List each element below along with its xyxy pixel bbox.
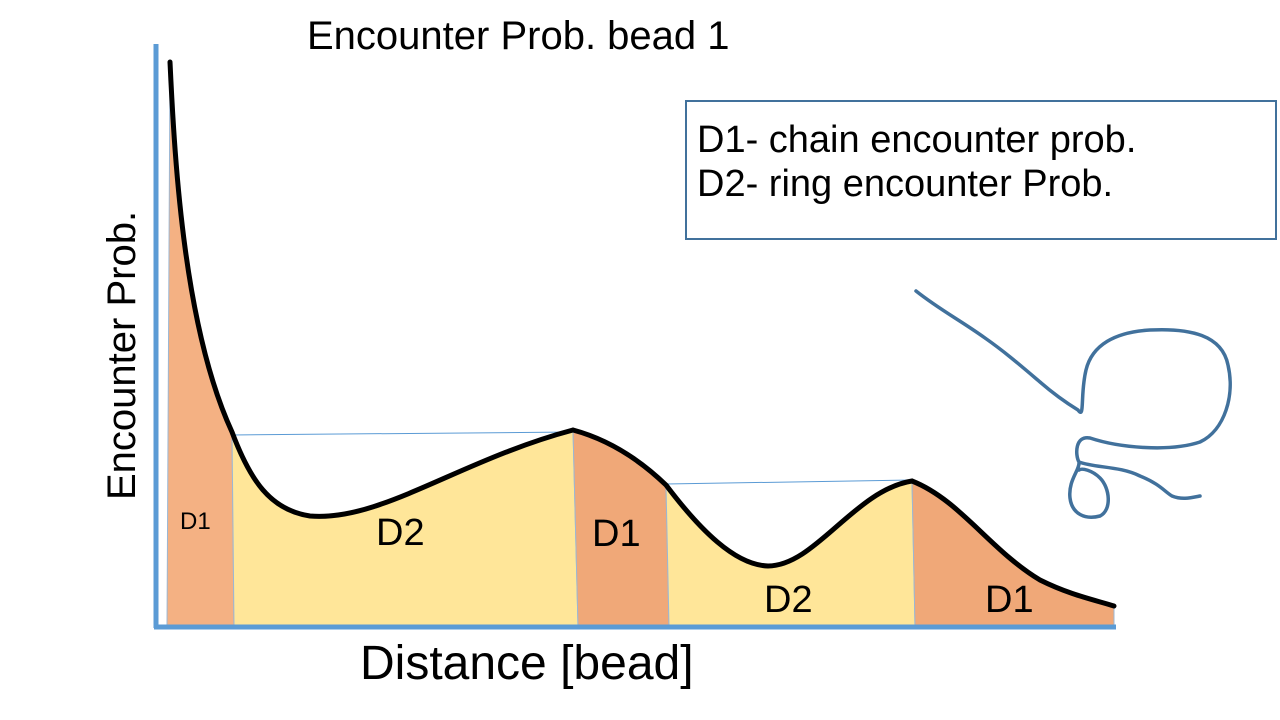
chart-title: Encounter Prob. bead 1 <box>307 14 730 58</box>
region-label-d1-1: D1 <box>180 508 211 535</box>
reference-line-2 <box>665 479 913 485</box>
region-label-d2-1: D2 <box>376 512 425 554</box>
reference-line-1 <box>231 431 574 436</box>
encounter-curve <box>167 59 1117 609</box>
legend-box: D1- chain encounter prob. D2- ring encou… <box>685 100 1277 240</box>
region-label-d2-2: D2 <box>764 579 813 621</box>
region-label-d1-2: D1 <box>592 513 641 555</box>
y-axis-label: Encounter Prob. <box>100 210 144 500</box>
chain-ring-sketch <box>914 289 1232 519</box>
x-axis-label: Distance [bead] <box>360 637 694 690</box>
region-label-d1-3: D1 <box>985 579 1034 621</box>
legend-item-d1: D1- chain encounter prob. <box>697 119 1137 161</box>
legend-item-d2: D2- ring encounter Prob. <box>697 163 1114 205</box>
